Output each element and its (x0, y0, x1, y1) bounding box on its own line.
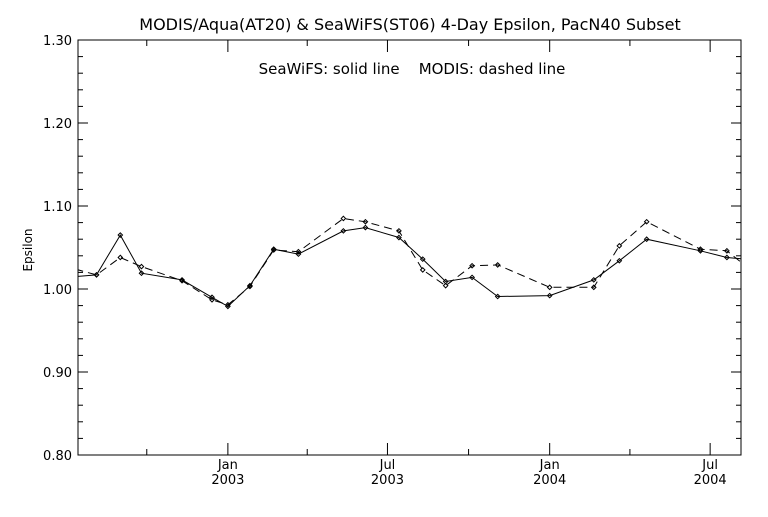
series-line-modis (78, 217, 741, 306)
x-tick-month: Jan (539, 458, 560, 473)
data-point-modis (93, 271, 100, 278)
y-tick-label: 1.20 (43, 117, 72, 132)
y-tick-label: 0.80 (43, 449, 72, 464)
data-point-modis (469, 262, 476, 269)
data-point-modis (546, 284, 553, 291)
y-tick-label: 1.10 (43, 200, 72, 215)
data-point-seawifs (469, 274, 476, 281)
legend-annotation: SeaWiFS: solid line MODIS: dashed line (259, 60, 566, 78)
data-point-modis (138, 263, 145, 270)
chart-title: MODIS/Aqua(AT20) & SeaWiFS(ST06) 4-Day E… (139, 15, 680, 34)
x-tick-month: Jan (217, 458, 238, 473)
data-point-seawifs (209, 294, 215, 301)
series-seawifs (78, 224, 747, 310)
data-point-modis (616, 242, 623, 249)
x-tick-month: Jul (379, 458, 396, 473)
data-point-seawifs (743, 257, 747, 261)
data-point-seawifs (616, 257, 623, 264)
x-tick-year: 2003 (211, 473, 244, 488)
data-point-modis (494, 262, 501, 268)
data-point-modis (224, 301, 231, 308)
data-point-modis (179, 277, 185, 284)
data-point-modis (396, 227, 402, 234)
data-point-seawifs (494, 293, 501, 300)
data-point-modis (743, 264, 747, 268)
data-point-modis (362, 218, 369, 225)
data-point-seawifs (138, 270, 145, 277)
data-point-modis (295, 248, 302, 255)
data-point-seawifs (270, 246, 277, 253)
y-tick-label: 1.30 (43, 34, 72, 49)
series-group (78, 215, 747, 310)
data-point-seawifs (295, 251, 302, 258)
plot-frame (77, 39, 742, 456)
data-point-modis (270, 247, 277, 253)
data-point-seawifs (546, 292, 553, 299)
y-axis-label: Epsilon (21, 228, 35, 271)
x-tick-year: 2004 (533, 473, 566, 488)
data-point-seawifs (179, 276, 185, 283)
data-point-seawifs (340, 227, 347, 234)
data-point-modis (247, 283, 253, 290)
data-point-modis (340, 215, 347, 222)
x-tick-year: 2003 (371, 473, 404, 488)
data-point-seawifs (590, 276, 597, 283)
data-point-modis (419, 267, 426, 273)
data-point-modis (590, 284, 597, 291)
data-point-modis (117, 254, 124, 261)
data-point-seawifs (362, 224, 369, 231)
data-point-modis (697, 246, 704, 253)
data-point-modis (78, 268, 79, 270)
data-point-modis (723, 247, 730, 254)
x-tick-month: Jul (701, 458, 718, 473)
data-point-modis (442, 282, 449, 289)
x-tick-year: 2004 (694, 473, 727, 488)
data-point-seawifs (643, 236, 650, 243)
data-point-seawifs (723, 254, 730, 261)
data-point-seawifs (419, 256, 426, 263)
data-point-modis (209, 296, 215, 303)
series-modis (78, 215, 747, 308)
data-point-seawifs (78, 276, 79, 277)
data-point-seawifs (396, 234, 402, 241)
y-tick-label: 1.00 (43, 283, 72, 298)
data-point-seawifs (117, 232, 124, 238)
axis-ticks: 0.800.901.001.101.201.30Jan2003Jul2003Ja… (43, 34, 741, 488)
y-tick-label: 0.90 (43, 366, 72, 381)
data-point-modis (643, 218, 650, 225)
